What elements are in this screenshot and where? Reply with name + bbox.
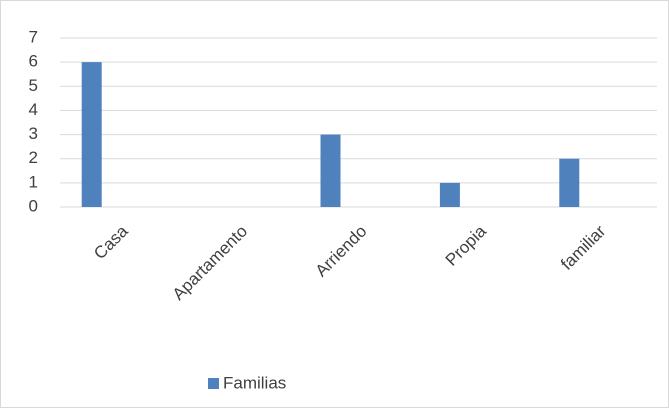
y-tick-label: 4: [29, 100, 38, 119]
y-tick-label: 3: [29, 124, 38, 143]
bar: [320, 134, 341, 207]
bar: [439, 182, 460, 207]
y-tick-label: 7: [29, 27, 38, 46]
y-tick-label: 5: [29, 76, 38, 95]
y-tick-label: 0: [29, 196, 38, 215]
legend-label: Familias: [223, 373, 286, 392]
y-tick-label: 6: [29, 52, 38, 71]
y-tick-label: 2: [29, 148, 38, 167]
y-tick-label: 1: [29, 172, 38, 191]
bar: [559, 158, 580, 207]
bar: [81, 62, 102, 208]
legend-swatch: [208, 378, 219, 389]
